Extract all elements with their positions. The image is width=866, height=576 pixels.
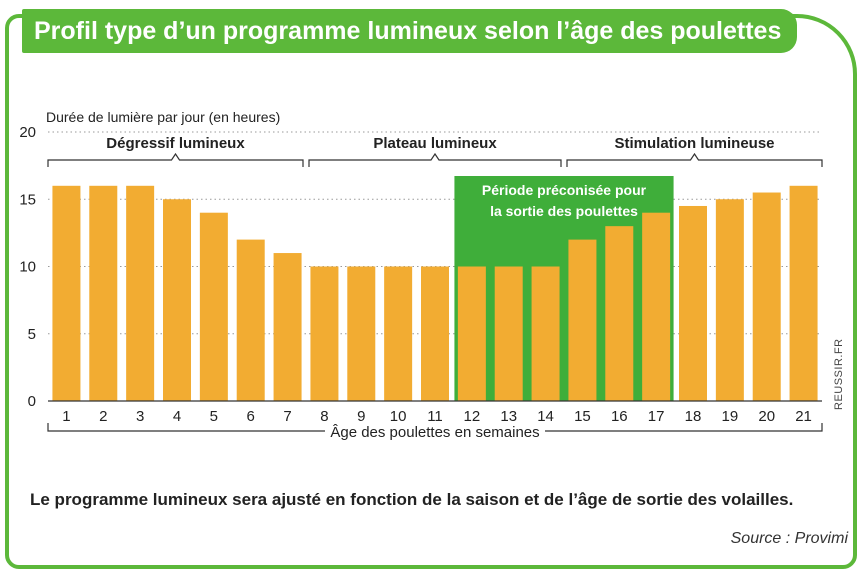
highlight-band xyxy=(454,176,674,401)
phase-label: Dégressif lumineux xyxy=(106,135,245,152)
x-tick-label: 3 xyxy=(136,408,144,425)
bar xyxy=(531,266,560,401)
source-note: Source : Provimi xyxy=(730,530,848,547)
phase-bracket xyxy=(566,152,823,167)
phase-label: Stimulation lumineuse xyxy=(614,135,774,152)
bar-chart: Durée de lumière par jour (en heures) 0 5 1… xyxy=(19,109,823,441)
y-tick-label: 10 xyxy=(19,259,36,276)
bar xyxy=(310,266,339,401)
x-tick-label: 5 xyxy=(210,408,218,425)
bar xyxy=(789,185,818,401)
bar xyxy=(163,199,191,401)
x-tick-label: 11 xyxy=(427,408,443,425)
x-tick-label: 15 xyxy=(574,408,591,425)
y-tick-label: 20 xyxy=(19,124,36,141)
x-tick-label: 20 xyxy=(758,408,775,425)
x-tick-label: 17 xyxy=(648,408,665,425)
x-tick-label: 12 xyxy=(464,408,481,425)
highlight-label: la sortie des poulettes xyxy=(490,203,638,219)
bar xyxy=(52,185,81,401)
bar xyxy=(236,239,265,401)
x-tick-label: 16 xyxy=(611,408,628,425)
bar xyxy=(494,266,523,401)
bar xyxy=(715,199,744,401)
x-tick-label: 14 xyxy=(537,408,554,425)
bar xyxy=(642,212,671,401)
x-tick-label: 13 xyxy=(500,408,517,425)
x-tick-label: 7 xyxy=(283,408,291,425)
caption: Le programme lumineux sera ajusté en fon… xyxy=(30,490,794,509)
x-tick-label: 10 xyxy=(390,408,407,425)
bar xyxy=(347,266,376,401)
bar xyxy=(89,185,118,401)
x-axis-label: Âge des poulettes en semaines xyxy=(330,424,539,441)
x-tick-label: 21 xyxy=(795,408,812,425)
x-tick-label: 9 xyxy=(357,408,365,425)
y-tick-label: 15 xyxy=(19,191,36,208)
chart-title: Profil type d’un programme lumineux selo… xyxy=(22,9,798,53)
bar xyxy=(457,266,486,401)
bar xyxy=(752,192,781,401)
x-tick-label: 1 xyxy=(62,408,70,425)
y-axis-label: Durée de lumière par jour (en heures) xyxy=(46,109,280,125)
bar xyxy=(199,212,228,401)
bar xyxy=(126,185,155,401)
x-tick-label: 18 xyxy=(685,408,702,425)
phase-label: Plateau lumineux xyxy=(373,135,497,152)
y-tick-label: 5 xyxy=(28,326,36,343)
x-tick-label: 19 xyxy=(722,408,739,425)
y-tick-label: 0 xyxy=(28,393,36,410)
phase-bracket xyxy=(308,152,562,167)
bar xyxy=(273,253,302,401)
credit-label: REUSSIR.FR xyxy=(833,338,845,410)
x-tick-label: 4 xyxy=(173,408,181,425)
x-tick-label: 8 xyxy=(320,408,328,425)
x-tick-label: 6 xyxy=(247,408,255,425)
x-tick-label: 2 xyxy=(99,408,107,425)
bar xyxy=(568,239,597,401)
highlight-label: Période préconisée pour xyxy=(482,182,647,198)
bar xyxy=(384,266,413,401)
bar xyxy=(679,205,707,401)
bar xyxy=(421,266,449,401)
x-axis-bracket xyxy=(47,423,823,432)
bar xyxy=(605,226,634,401)
phase-bracket xyxy=(47,152,304,167)
